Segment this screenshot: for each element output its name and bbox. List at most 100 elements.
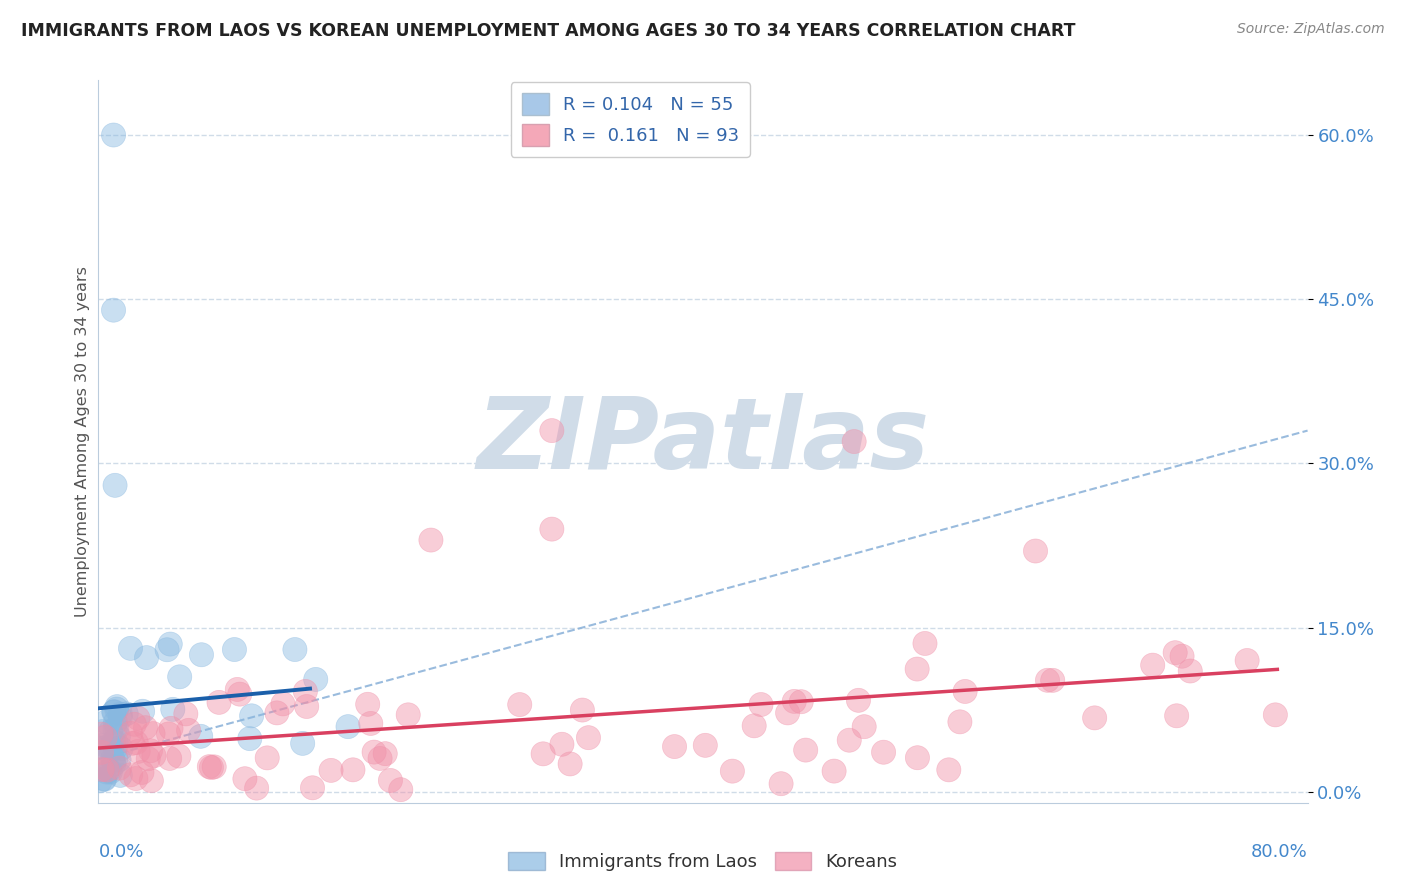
- Ellipse shape: [912, 632, 936, 656]
- Legend: Immigrants from Laos, Koreans: Immigrants from Laos, Koreans: [501, 845, 905, 879]
- Ellipse shape: [1140, 653, 1164, 677]
- Ellipse shape: [782, 690, 807, 714]
- Ellipse shape: [129, 760, 155, 784]
- Ellipse shape: [953, 680, 977, 704]
- Ellipse shape: [124, 731, 148, 755]
- Ellipse shape: [1040, 668, 1064, 692]
- Legend: R = 0.104   N = 55, R =  0.161   N = 93: R = 0.104 N = 55, R = 0.161 N = 93: [510, 82, 751, 157]
- Ellipse shape: [576, 725, 600, 749]
- Ellipse shape: [356, 692, 380, 716]
- Ellipse shape: [301, 776, 325, 800]
- Y-axis label: Unemployment Among Ages 30 to 34 years: Unemployment Among Ages 30 to 34 years: [75, 266, 90, 617]
- Ellipse shape: [96, 758, 120, 782]
- Ellipse shape: [104, 697, 129, 721]
- Ellipse shape: [202, 755, 226, 779]
- Ellipse shape: [101, 730, 127, 754]
- Ellipse shape: [1263, 703, 1288, 727]
- Ellipse shape: [136, 747, 160, 771]
- Ellipse shape: [101, 123, 125, 147]
- Ellipse shape: [101, 752, 127, 776]
- Ellipse shape: [107, 747, 131, 772]
- Ellipse shape: [340, 758, 366, 782]
- Ellipse shape: [101, 749, 125, 773]
- Ellipse shape: [291, 731, 315, 756]
- Ellipse shape: [837, 728, 862, 752]
- Ellipse shape: [96, 735, 120, 759]
- Ellipse shape: [124, 766, 148, 790]
- Ellipse shape: [283, 638, 307, 662]
- Ellipse shape: [742, 714, 766, 738]
- Ellipse shape: [207, 690, 231, 714]
- Text: IMMIGRANTS FROM LAOS VS KOREAN UNEMPLOYMENT AMONG AGES 30 TO 34 YEARS CORRELATIO: IMMIGRANTS FROM LAOS VS KOREAN UNEMPLOYM…: [21, 22, 1076, 40]
- Ellipse shape: [90, 757, 114, 781]
- Ellipse shape: [1024, 539, 1047, 563]
- Ellipse shape: [97, 758, 121, 782]
- Ellipse shape: [156, 722, 180, 746]
- Ellipse shape: [98, 736, 122, 760]
- Ellipse shape: [254, 746, 280, 770]
- Ellipse shape: [540, 517, 564, 541]
- Ellipse shape: [105, 695, 129, 719]
- Ellipse shape: [177, 718, 201, 742]
- Ellipse shape: [295, 695, 319, 719]
- Ellipse shape: [693, 733, 717, 757]
- Ellipse shape: [558, 752, 582, 776]
- Ellipse shape: [89, 769, 112, 793]
- Ellipse shape: [107, 756, 132, 780]
- Ellipse shape: [167, 744, 191, 768]
- Ellipse shape: [190, 643, 214, 667]
- Ellipse shape: [842, 429, 866, 453]
- Ellipse shape: [103, 737, 128, 761]
- Ellipse shape: [228, 682, 252, 706]
- Ellipse shape: [359, 712, 382, 736]
- Ellipse shape: [118, 636, 142, 660]
- Ellipse shape: [531, 742, 555, 766]
- Ellipse shape: [319, 758, 343, 782]
- Ellipse shape: [789, 690, 813, 714]
- Ellipse shape: [134, 715, 157, 739]
- Ellipse shape: [1163, 640, 1187, 665]
- Ellipse shape: [396, 703, 420, 727]
- Text: Source: ZipAtlas.com: Source: ZipAtlas.com: [1237, 22, 1385, 37]
- Ellipse shape: [160, 698, 184, 722]
- Ellipse shape: [118, 722, 143, 746]
- Ellipse shape: [905, 657, 929, 681]
- Ellipse shape: [1035, 668, 1060, 692]
- Ellipse shape: [872, 740, 896, 764]
- Ellipse shape: [200, 756, 224, 780]
- Ellipse shape: [101, 298, 125, 322]
- Ellipse shape: [93, 766, 117, 790]
- Ellipse shape: [388, 778, 413, 802]
- Ellipse shape: [138, 739, 163, 763]
- Ellipse shape: [368, 747, 392, 771]
- Ellipse shape: [131, 699, 155, 723]
- Ellipse shape: [304, 667, 328, 691]
- Ellipse shape: [90, 740, 114, 764]
- Ellipse shape: [157, 747, 181, 771]
- Ellipse shape: [264, 701, 290, 725]
- Ellipse shape: [245, 776, 269, 800]
- Ellipse shape: [100, 737, 124, 761]
- Ellipse shape: [1164, 704, 1188, 728]
- Ellipse shape: [122, 712, 146, 736]
- Ellipse shape: [127, 739, 150, 764]
- Ellipse shape: [157, 632, 183, 657]
- Ellipse shape: [188, 724, 212, 748]
- Ellipse shape: [197, 755, 222, 779]
- Ellipse shape: [103, 699, 127, 723]
- Ellipse shape: [103, 710, 128, 734]
- Ellipse shape: [167, 665, 191, 689]
- Ellipse shape: [823, 759, 846, 783]
- Ellipse shape: [91, 733, 115, 757]
- Ellipse shape: [142, 744, 166, 768]
- Ellipse shape: [1234, 648, 1260, 673]
- Ellipse shape: [103, 474, 127, 498]
- Ellipse shape: [793, 738, 818, 762]
- Ellipse shape: [550, 732, 574, 756]
- Ellipse shape: [233, 767, 257, 791]
- Ellipse shape: [239, 704, 264, 728]
- Ellipse shape: [108, 737, 134, 761]
- Ellipse shape: [419, 528, 443, 552]
- Ellipse shape: [271, 692, 295, 716]
- Ellipse shape: [121, 731, 145, 756]
